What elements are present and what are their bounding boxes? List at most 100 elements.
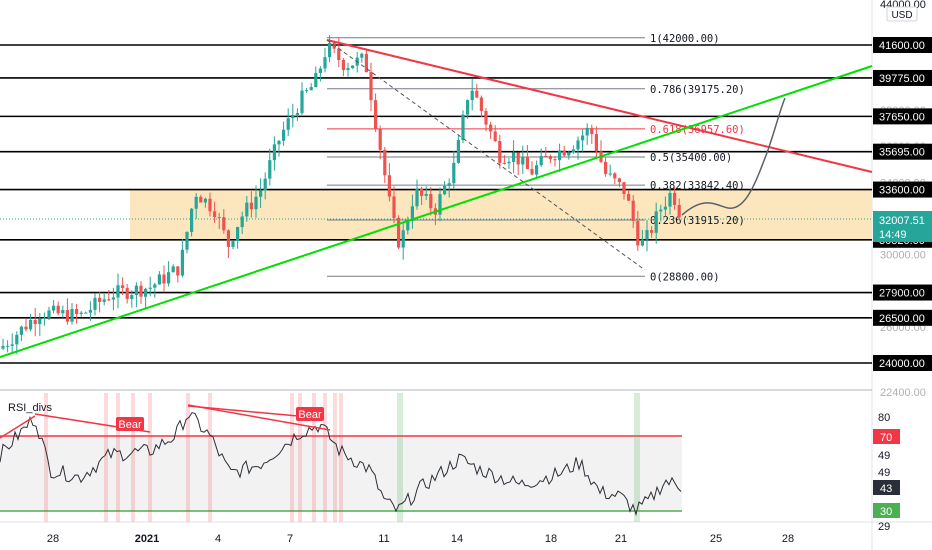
candle-body bbox=[397, 218, 400, 248]
candle-body bbox=[346, 68, 349, 70]
candle-body bbox=[526, 157, 529, 169]
candle-body bbox=[586, 128, 589, 136]
candle-body bbox=[664, 207, 667, 210]
candle-body bbox=[24, 327, 27, 330]
x-label-2: 4 bbox=[215, 533, 221, 545]
x-label-9: 28 bbox=[782, 533, 794, 545]
rsi-tick-49b: 49 bbox=[878, 467, 890, 479]
candle-body bbox=[176, 266, 179, 275]
candle-body bbox=[480, 97, 483, 111]
candle-body bbox=[581, 135, 584, 140]
candle-body bbox=[402, 230, 405, 247]
candle-body bbox=[75, 309, 78, 314]
support-zone bbox=[130, 190, 872, 240]
candle-body bbox=[576, 140, 579, 149]
candle-body bbox=[43, 318, 46, 319]
candle-body bbox=[80, 313, 83, 314]
bear-label-2[interactable]: Bear bbox=[296, 407, 324, 421]
candle-body bbox=[126, 288, 129, 299]
candle-body bbox=[15, 335, 18, 345]
candle-body bbox=[590, 128, 593, 134]
candle-body bbox=[507, 162, 510, 163]
fib-retracement: 1(42000.00)0.786(39175.20)0.618(36957.60… bbox=[327, 33, 745, 284]
rsi-title: RSI_divs bbox=[8, 402, 53, 414]
candle-body bbox=[277, 141, 280, 145]
x-label-0: 28 bbox=[47, 533, 59, 545]
candle-body bbox=[268, 160, 271, 179]
candle-body bbox=[415, 188, 418, 206]
candle-body bbox=[273, 144, 276, 160]
candle-body bbox=[47, 310, 50, 317]
candle-body bbox=[636, 221, 639, 245]
fib-level-label: 0.786(39175.20) bbox=[650, 84, 745, 96]
x-label-7: 21 bbox=[615, 533, 627, 545]
candle-body bbox=[61, 310, 64, 313]
candle-body bbox=[627, 194, 630, 201]
rsi-divergence-1a bbox=[0, 416, 35, 438]
candle-body bbox=[172, 266, 175, 272]
rsi-ob-highlight bbox=[339, 393, 343, 522]
level-label: 24000.00 bbox=[879, 358, 925, 370]
candle-body bbox=[190, 209, 193, 232]
candle-body bbox=[673, 193, 676, 205]
candle-body bbox=[241, 216, 244, 227]
rsi-ob-label: 70 bbox=[880, 432, 892, 444]
rsi-ob-highlight bbox=[290, 393, 294, 522]
faded-price-tick: 36000.00 bbox=[880, 141, 926, 153]
candle-body bbox=[245, 203, 248, 217]
candle-body bbox=[429, 194, 432, 208]
rsi-ob-highlight bbox=[116, 393, 120, 522]
faded-price-tick: 30000.00 bbox=[880, 250, 926, 262]
candle-body bbox=[1, 346, 4, 349]
candle-body bbox=[328, 43, 331, 57]
rsi-os-label: 30 bbox=[880, 506, 892, 518]
candle-body bbox=[6, 346, 9, 347]
last-price-label: 32007.51 bbox=[879, 215, 925, 227]
candle-body bbox=[503, 163, 506, 164]
candle-body bbox=[360, 54, 363, 58]
rsi-ob-highlight bbox=[131, 393, 135, 522]
candle-body bbox=[287, 118, 290, 129]
candle-body bbox=[645, 230, 648, 240]
rsi-panel: Bear Bear RSI_divs bbox=[0, 393, 682, 522]
candle-body bbox=[567, 153, 570, 156]
x-label-4: 11 bbox=[378, 533, 389, 545]
candle-body bbox=[461, 115, 464, 140]
rsi-ob-highlight bbox=[148, 393, 152, 522]
candle-body bbox=[622, 182, 625, 194]
rsi-os-highlight bbox=[397, 393, 403, 522]
level-label: 39775.00 bbox=[879, 73, 925, 85]
bear-label-1[interactable]: Bear bbox=[116, 417, 144, 431]
last-price-badge: 32007.51 14:49 bbox=[873, 211, 932, 242]
candle-body bbox=[544, 156, 547, 157]
candle-body bbox=[443, 186, 446, 194]
x-label-1: 2021 bbox=[135, 533, 159, 545]
candle-body bbox=[52, 306, 55, 311]
level-label: 41600.00 bbox=[879, 40, 925, 52]
candle-body bbox=[264, 179, 267, 191]
candle-body bbox=[89, 310, 92, 313]
time-axis: 28 2021 4 7 11 14 18 21 25 28 bbox=[47, 533, 794, 545]
candle-body bbox=[130, 295, 133, 299]
candle-body bbox=[250, 203, 253, 210]
candle-body bbox=[84, 313, 87, 314]
candle-body bbox=[57, 306, 60, 314]
faded-price-tick: 34000.00 bbox=[880, 177, 926, 189]
x-label-6: 18 bbox=[545, 533, 557, 545]
currency-badge[interactable]: USD bbox=[887, 7, 917, 21]
candle-body bbox=[595, 134, 598, 151]
candle-body bbox=[204, 199, 207, 203]
candle-body bbox=[121, 285, 124, 288]
rsi-ob-badge: 70 bbox=[873, 429, 900, 444]
candle-body bbox=[208, 199, 211, 212]
candle-body bbox=[383, 150, 386, 175]
candle-body bbox=[659, 210, 662, 212]
candle-body bbox=[296, 113, 299, 115]
candle-body bbox=[158, 274, 161, 284]
candle-body bbox=[517, 152, 520, 164]
candle-body bbox=[572, 149, 575, 152]
candle-body bbox=[553, 159, 556, 160]
candle-body bbox=[641, 240, 644, 246]
rsi-tick-49a: 49 bbox=[878, 450, 890, 462]
